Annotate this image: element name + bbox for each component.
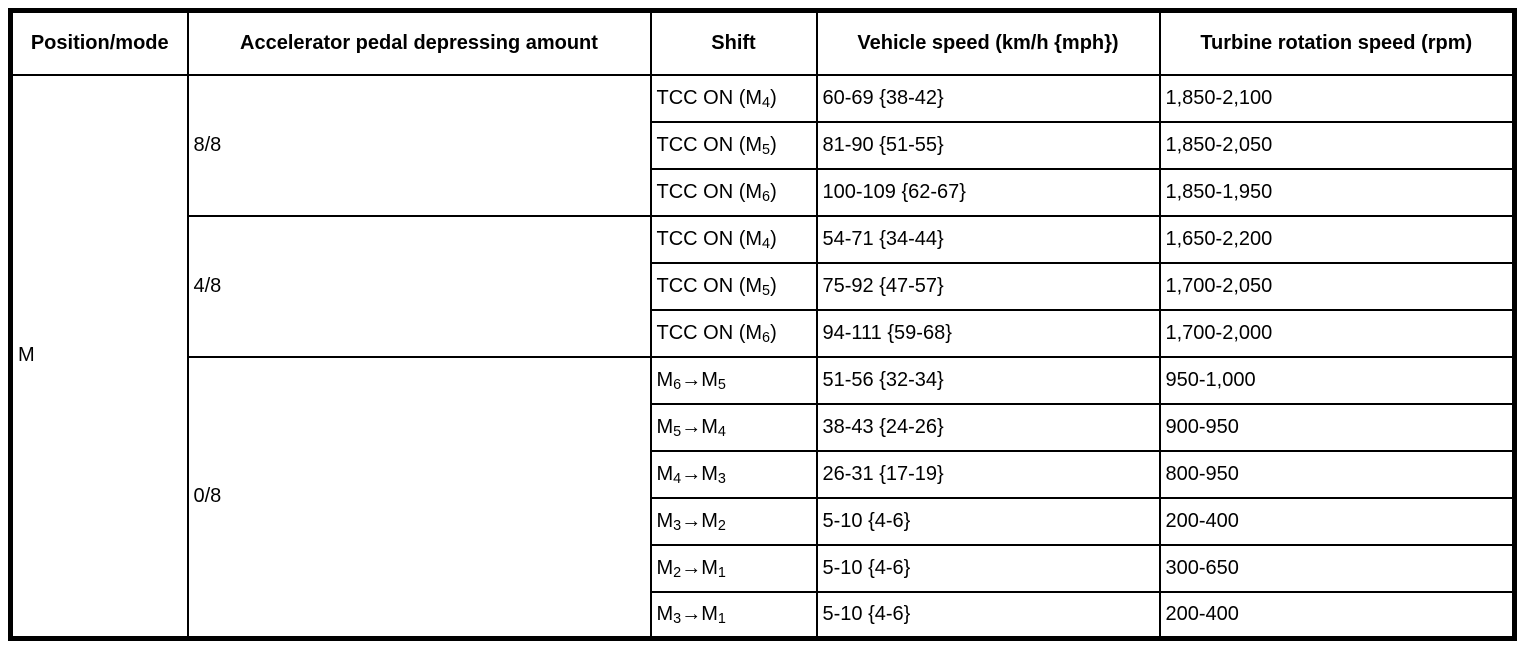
cell-turbine-speed: 1,850-1,950: [1158, 167, 1516, 217]
cell-turbine-speed: 200-400: [1158, 496, 1516, 546]
table-row: TCC ON (M5) 75-92 {47-57} 1,700-2,050: [11, 261, 1516, 311]
cell-turbine-speed: 800-950: [1158, 449, 1516, 499]
table-row: M5→M4 38-43 {24-26} 900-950: [11, 402, 1516, 452]
cell-pedal-amount-4-8: 4/8: [186, 214, 652, 358]
table-row: M 8/8 TCC ON (M4) 60-69 {38-42} 1,850-2,…: [9, 73, 1516, 640]
cell-vehicle-speed: 5-10 {4-6}: [815, 543, 1161, 593]
col-header-position-mode: Position/mode: [9, 9, 189, 76]
col-header-turbine-speed: Turbine rotation speed (rpm): [1158, 9, 1516, 76]
cell-shift: TCC ON (M5): [649, 120, 818, 170]
cell-shift: TCC ON (M6): [649, 308, 818, 358]
cell-shift: M2→M1: [649, 543, 818, 593]
cell-vehicle-speed: 100-109 {62-67}: [815, 167, 1161, 217]
cell-shift: TCC ON (M5): [649, 261, 818, 311]
cell-shift: M3→M2: [649, 496, 818, 546]
cell-vehicle-speed: 54-71 {34-44}: [815, 214, 1161, 264]
cell-turbine-speed: 1,850-2,050: [1158, 120, 1516, 170]
cell-vehicle-speed: 5-10 {4-6}: [815, 590, 1161, 640]
shift-speed-spec-table: Position/mode Accelerator pedal depressi…: [8, 8, 1517, 641]
table-row: TCC ON (M5) 81-90 {51-55} 1,850-2,050: [11, 120, 1516, 170]
cell-pedal-amount-8-8: 8/8: [186, 73, 652, 217]
cell-shift: M4→M3: [649, 449, 818, 499]
cell-shift: M6→M5: [649, 355, 818, 405]
cell-vehicle-speed: 26-31 {17-19}: [815, 449, 1161, 499]
col-header-vehicle-speed: Vehicle speed (km/h {mph}): [815, 9, 1161, 76]
cell-turbine-speed: 900-950: [1158, 402, 1516, 452]
cell-turbine-speed: 300-650: [1158, 543, 1516, 593]
cell-pedal-amount-0-8: 0/8: [186, 355, 652, 640]
cell-turbine-speed: 1,700-2,000: [1158, 308, 1516, 358]
table-row: 4/8 TCC ON (M4) 54-71 {34-44} 1,650-2,20…: [11, 214, 1516, 358]
table-row: TCC ON (M6) 94-111 {59-68} 1,700-2,000: [11, 308, 1516, 358]
cell-turbine-speed: 1,650-2,200: [1158, 214, 1516, 264]
cell-shift: TCC ON (M4): [649, 214, 818, 264]
table-row: TCC ON (M6) 100-109 {62-67} 1,850-1,950: [11, 167, 1516, 217]
table-row: M4→M3 26-31 {17-19} 800-950: [11, 449, 1516, 499]
cell-turbine-speed: 200-400: [1158, 590, 1516, 640]
cell-shift: TCC ON (M6): [649, 167, 818, 217]
table-row: M3→M2 5-10 {4-6} 200-400: [11, 496, 1516, 546]
table-row: 0/8 M6→M5 51-56 {32-34} 950-1,000: [11, 355, 1516, 640]
cell-position-mode: M: [9, 73, 189, 640]
cell-shift: M3→M1: [649, 590, 818, 640]
table-row: M3→M1 5-10 {4-6} 200-400: [11, 590, 1516, 640]
cell-vehicle-speed: 38-43 {24-26}: [815, 402, 1161, 452]
cell-vehicle-speed: 94-111 {59-68}: [815, 308, 1161, 358]
cell-vehicle-speed: 60-69 {38-42}: [815, 73, 1161, 123]
cell-vehicle-speed: 75-92 {47-57}: [815, 261, 1161, 311]
cell-vehicle-speed: 5-10 {4-6}: [815, 496, 1161, 546]
table-row: M2→M1 5-10 {4-6} 300-650: [11, 543, 1516, 593]
cell-turbine-speed: 1,700-2,050: [1158, 261, 1516, 311]
cell-shift: TCC ON (M4): [649, 73, 818, 123]
col-header-pedal-amount: Accelerator pedal depressing amount: [186, 9, 652, 76]
header-row: Position/mode Accelerator pedal depressi…: [9, 9, 1516, 76]
cell-vehicle-speed: 81-90 {51-55}: [815, 120, 1161, 170]
cell-vehicle-speed: 51-56 {32-34}: [815, 355, 1161, 405]
cell-shift: M5→M4: [649, 402, 818, 452]
col-header-shift: Shift: [649, 9, 818, 76]
cell-turbine-speed: 950-1,000: [1158, 355, 1516, 405]
cell-turbine-speed: 1,850-2,100: [1158, 73, 1516, 123]
